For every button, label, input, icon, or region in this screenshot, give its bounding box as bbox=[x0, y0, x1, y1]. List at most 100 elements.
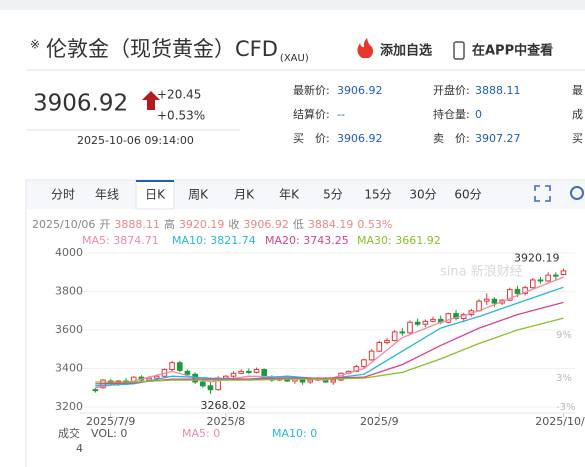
tab[interactable]: 月K bbox=[234, 188, 255, 202]
title: 伦敦金（现货黄金）CFD bbox=[46, 37, 278, 61]
candle-body bbox=[238, 370, 244, 374]
volume-unit: 4 bbox=[76, 442, 83, 455]
candle-body bbox=[368, 350, 375, 361]
x-tick-label: 2025/7/9 bbox=[86, 415, 135, 428]
settings-icon[interactable] bbox=[570, 186, 584, 200]
candle-body bbox=[307, 379, 314, 383]
field-label: 结算价: bbox=[293, 107, 330, 121]
candle-body bbox=[92, 389, 99, 392]
ma-line bbox=[95, 301, 564, 385]
y-tick-label: 4000 bbox=[55, 246, 83, 259]
fire-icon[interactable] bbox=[357, 38, 373, 58]
candle-body bbox=[560, 270, 567, 276]
candle-body bbox=[169, 362, 175, 370]
ma-legend: MA10: 3821.74 bbox=[172, 234, 256, 247]
info-value: 3884.19 bbox=[308, 218, 354, 231]
min-label: 3268.02 bbox=[200, 399, 246, 412]
info-label: 低 bbox=[293, 218, 304, 231]
tab[interactable]: 15分 bbox=[364, 188, 391, 202]
tab[interactable]: 5分 bbox=[323, 188, 343, 202]
right-axis-label: -3% bbox=[556, 402, 575, 413]
info-value: 3906.92 bbox=[243, 218, 289, 231]
expand[interactable] bbox=[534, 185, 551, 202]
volume-ma10: MA10: 0 bbox=[272, 427, 317, 440]
candle-body bbox=[184, 370, 191, 375]
price: 3906.92 bbox=[33, 91, 128, 117]
x-tick-label: 2025/8 bbox=[206, 415, 245, 428]
change: +20.45 bbox=[157, 88, 201, 102]
x-tick-label: 2025/10/6 bbox=[535, 415, 585, 428]
change-pct: +0.53% bbox=[157, 109, 205, 123]
tab[interactable]: 30分 bbox=[409, 188, 436, 202]
field-label: 买 bbox=[572, 132, 583, 145]
field-value: 3907.27 bbox=[475, 132, 521, 145]
top-strip bbox=[0, 0, 585, 10]
field-value: 3906.92 bbox=[337, 132, 383, 145]
tab[interactable]: 年线 bbox=[95, 188, 119, 202]
ma-legend: MA5: 3874.71 bbox=[82, 234, 159, 247]
candle-body bbox=[330, 379, 337, 383]
gear[interactable] bbox=[570, 186, 584, 200]
field-label: 最 bbox=[572, 84, 583, 97]
y-tick-label: 3600 bbox=[55, 323, 83, 336]
view-in-app[interactable]: 在APP中查看 bbox=[472, 43, 553, 59]
field-label: 卖 价: bbox=[433, 132, 470, 145]
tab[interactable]: 日K bbox=[145, 188, 166, 202]
ma-line bbox=[95, 276, 564, 389]
y-tick-label: 3200 bbox=[55, 400, 83, 413]
candle-body bbox=[553, 274, 559, 277]
y-tick-label: 3400 bbox=[55, 362, 83, 375]
x-tick-label: 2025/9 bbox=[360, 415, 399, 428]
candle-body bbox=[445, 313, 452, 323]
candle-body bbox=[246, 370, 252, 373]
candle-body bbox=[384, 340, 390, 344]
candle-body bbox=[399, 331, 406, 334]
field-label: 买 价: bbox=[293, 132, 330, 145]
tab[interactable]: 分时 bbox=[51, 188, 75, 202]
phone-icon[interactable] bbox=[453, 41, 465, 60]
candle-body bbox=[537, 279, 544, 282]
tab[interactable]: 60分 bbox=[454, 188, 481, 202]
tab[interactable]: 年K bbox=[279, 188, 300, 202]
candle-body bbox=[506, 289, 513, 301]
field-value: 0 bbox=[475, 108, 482, 121]
candle-body bbox=[391, 331, 398, 342]
ma-legend: MA20: 3743.25 bbox=[265, 234, 349, 247]
info-value: 0.53% bbox=[357, 218, 392, 231]
candle-body bbox=[529, 279, 536, 289]
add-favorite[interactable]: 添加自选 bbox=[380, 43, 432, 59]
up-arrow bbox=[142, 91, 160, 110]
candle-body bbox=[522, 287, 528, 294]
candle-body bbox=[361, 359, 367, 368]
info-value: 3920.19 bbox=[179, 218, 225, 231]
fullscreen-icon[interactable] bbox=[534, 185, 551, 202]
volume-ma5: MA5: 0 bbox=[182, 427, 220, 440]
info-value: 2025/10/06 bbox=[32, 218, 95, 231]
candle-body bbox=[483, 298, 490, 302]
field-label: 最新价: bbox=[293, 83, 330, 97]
candle-body bbox=[176, 362, 183, 371]
candle-body bbox=[422, 320, 429, 325]
field-value: -- bbox=[337, 108, 345, 121]
tab[interactable]: 周K bbox=[188, 188, 209, 202]
candle-body bbox=[430, 318, 436, 322]
volume-title: 成交 bbox=[58, 426, 80, 440]
field-label: 成 bbox=[572, 108, 583, 121]
info-label: 高 bbox=[164, 217, 175, 231]
ma-legend: MA30: 3661.92 bbox=[357, 234, 441, 247]
candle-body bbox=[253, 368, 260, 373]
ma-line bbox=[95, 317, 564, 383]
info-label: 收 bbox=[228, 217, 239, 231]
tab-bar bbox=[27, 181, 585, 209]
candle-body bbox=[407, 321, 413, 334]
candle-body bbox=[376, 342, 383, 352]
candle-body bbox=[453, 313, 459, 319]
candle-body bbox=[230, 372, 237, 377]
active-tab[interactable] bbox=[135, 180, 175, 210]
y-tick-label: 3800 bbox=[55, 285, 83, 298]
volume-value: VOL: 0 bbox=[91, 427, 127, 440]
field-label: 持仓量: bbox=[433, 107, 470, 121]
field-value: 3888.11 bbox=[475, 84, 521, 97]
